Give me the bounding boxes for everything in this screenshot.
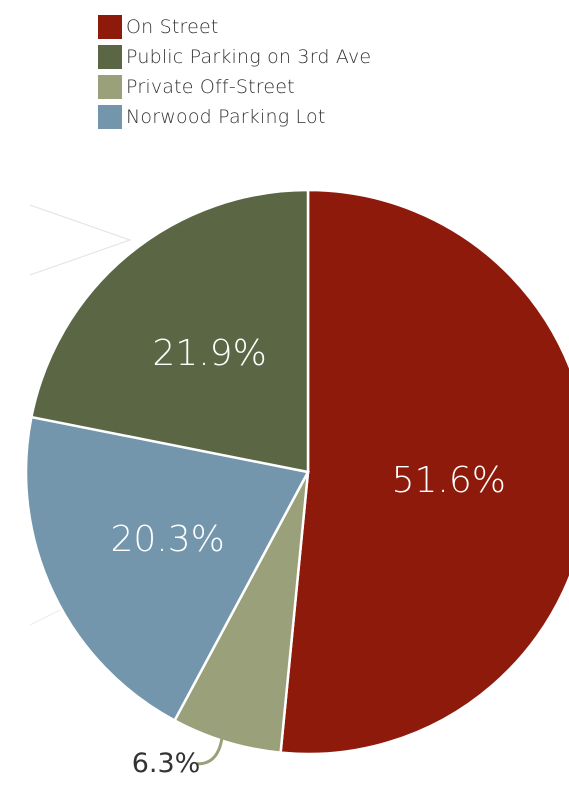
pie-slice-on-street [279, 188, 569, 756]
legend-label-on-street: On Street [126, 16, 219, 38]
legend: On Street Public Parking on 3rd Ave Priv… [98, 12, 371, 132]
pie-slice-norwood-parking-lot [24, 415, 310, 723]
leader-line-private-off-street [196, 736, 224, 766]
legend-item-on-street: On Street [98, 12, 371, 42]
faint-leader-line-top [29, 204, 132, 276]
data-label-norwood-parking-lot: 20.3% [111, 519, 225, 560]
data-label-on-street: 51.6% [392, 460, 506, 501]
legend-label-norwood-parking-lot: Norwood Parking Lot [126, 106, 326, 128]
legend-item-private-off-street: Private Off-Street [98, 72, 371, 102]
data-label-public-parking-3rd-ave: 21.9% [152, 333, 266, 374]
faint-leader-line-bottom [29, 609, 61, 626]
legend-item-public-parking-3rd-ave: Public Parking on 3rd Ave [98, 42, 371, 72]
legend-swatch-on-street [98, 15, 122, 39]
legend-label-public-parking-3rd-ave: Public Parking on 3rd Ave [126, 46, 372, 68]
legend-label-private-off-street: Private Off-Street [126, 76, 295, 98]
legend-swatch-norwood-parking-lot [98, 105, 122, 129]
pie-slice-public-parking-3rd-ave [29, 188, 310, 474]
legend-swatch-public-parking-3rd-ave [98, 45, 122, 69]
legend-item-norwood-parking-lot: Norwood Parking Lot [98, 102, 371, 132]
data-label-private-off-street: 6.3% [132, 748, 201, 779]
legend-swatch-private-off-street [98, 75, 122, 99]
